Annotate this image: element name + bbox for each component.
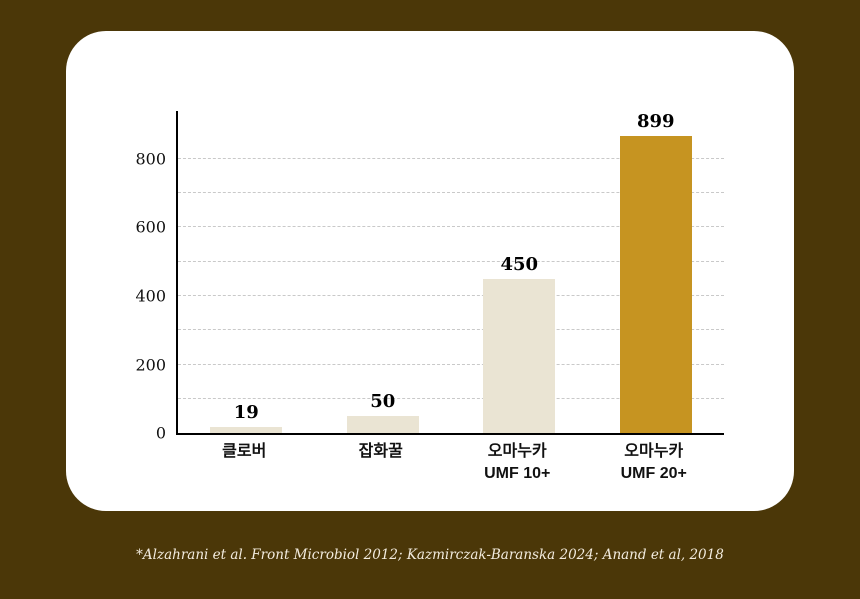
x-axis-category-label: 오마누카 UMF 10+ — [449, 441, 586, 484]
bar-column: 19 — [178, 111, 315, 433]
gridline — [178, 192, 724, 194]
x-axis-category-label: 잡화꿀 — [313, 441, 450, 484]
source-footnote: *Alzahrani et al. Front Microbiol 2012; … — [136, 547, 724, 563]
gridline — [178, 226, 724, 228]
bar-column: 450 — [451, 111, 588, 433]
gridline — [178, 294, 724, 296]
gridline — [178, 260, 724, 262]
gridline — [178, 329, 724, 331]
y-axis-tick-label: 400 — [135, 286, 166, 306]
x-axis-category-label-line: 잡화꿀 — [358, 443, 403, 460]
bar-2 — [346, 415, 419, 433]
y-axis-tick-label: 200 — [135, 355, 166, 374]
gridline — [178, 397, 724, 399]
y-axis-tick-label: 800 — [135, 149, 166, 169]
x-axis-category-label: 오마누카 UMF 20+ — [586, 441, 723, 484]
bar-column: 899 — [588, 111, 725, 433]
y-axis-tick-label: 600 — [135, 217, 166, 237]
x-axis-category-label-line: UMF 20+ — [620, 464, 687, 482]
bar-value-label: 899 — [636, 111, 675, 132]
y-axis-tick-label: 0 — [155, 423, 166, 443]
x-axis-category-label-line: UMF 10+ — [484, 464, 551, 482]
x-axis-category-label-line: 오마누카 — [487, 443, 547, 460]
gridline — [178, 363, 724, 365]
x-axis-category-label-line: 오마누카 — [624, 443, 684, 460]
bar-value-label: 50 — [370, 390, 396, 412]
plot-area: 0 200 400 600 800 19 50 450 899 — [135, 111, 724, 443]
chart-card: 0 200 400 600 800 19 50 450 899 클로버 잡화꿀 오마누카 UMF 1… — [66, 31, 794, 511]
gridline — [178, 157, 724, 159]
bar-column: 50 — [315, 111, 452, 433]
x-axis-category-label-line: 클로버 — [222, 443, 267, 460]
bars-layer: 19 50 450 899 — [178, 111, 724, 433]
bar-value-label: 19 — [233, 401, 259, 423]
bar-1 — [210, 426, 283, 433]
bar-value-label: 450 — [500, 253, 539, 275]
bar-3 — [483, 278, 556, 433]
bar-4 — [619, 136, 692, 433]
x-axis-labels: 클로버 잡화꿀 오마누카 UMF 10+ 오마누카 UMF 20+ — [176, 441, 722, 484]
x-axis-category-label: 클로버 — [176, 441, 313, 484]
